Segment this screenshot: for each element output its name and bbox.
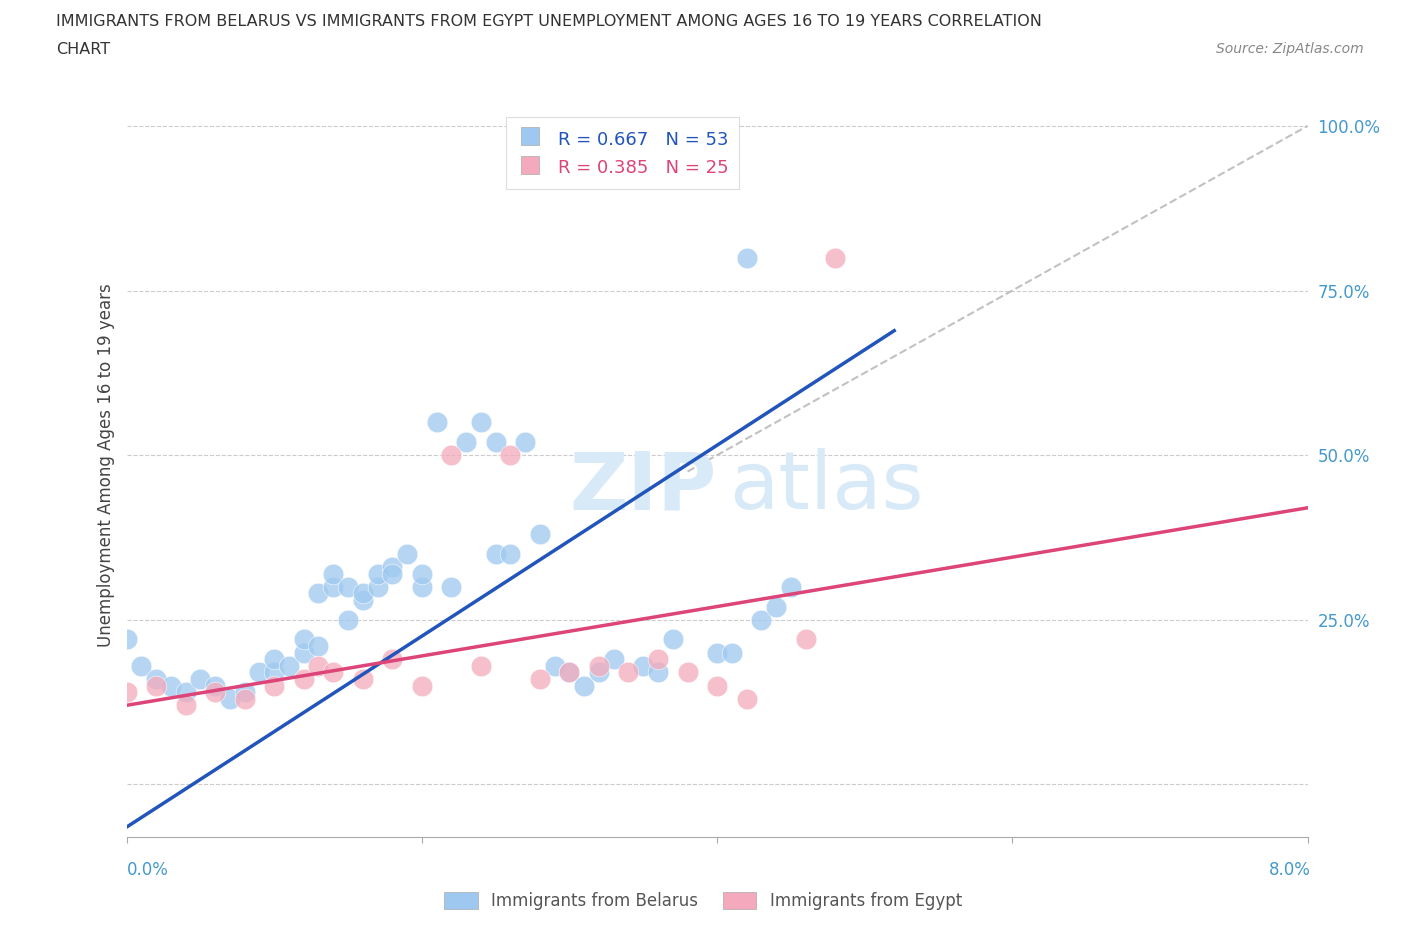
Point: [115, 632, 138, 647]
Point: [263, 652, 285, 667]
Point: [352, 671, 374, 686]
Point: [292, 671, 315, 686]
Point: [263, 665, 285, 680]
Point: [366, 566, 388, 581]
Point: [115, 684, 138, 699]
Text: 8.0%: 8.0%: [1268, 860, 1310, 879]
Point: [292, 632, 315, 647]
Point: [751, 612, 773, 627]
Point: [484, 547, 508, 562]
Point: [129, 658, 153, 673]
Point: [588, 665, 610, 680]
Text: 0.0%: 0.0%: [127, 860, 169, 879]
Point: [174, 684, 197, 699]
Point: [425, 415, 447, 430]
Point: [543, 658, 565, 673]
Point: [440, 579, 463, 594]
Point: [470, 415, 492, 430]
Point: [366, 579, 388, 594]
Text: CHART: CHART: [56, 42, 110, 57]
Point: [735, 691, 758, 706]
Point: [484, 434, 508, 449]
Point: [307, 586, 329, 601]
Point: [411, 566, 433, 581]
Point: [233, 684, 256, 699]
Point: [278, 658, 301, 673]
Point: [322, 566, 344, 581]
Point: [661, 632, 683, 647]
Point: [588, 658, 610, 673]
Point: [633, 658, 655, 673]
Point: [263, 678, 285, 693]
Point: [529, 671, 551, 686]
Point: [454, 434, 477, 449]
Point: [647, 665, 669, 680]
Point: [247, 665, 270, 680]
Point: [174, 698, 197, 712]
Point: [292, 645, 315, 660]
Point: [824, 250, 846, 265]
Point: [307, 658, 329, 673]
Point: [676, 665, 699, 680]
Point: [470, 658, 492, 673]
Point: [779, 579, 801, 594]
Text: IMMIGRANTS FROM BELARUS VS IMMIGRANTS FROM EGYPT UNEMPLOYMENT AMONG AGES 16 TO 1: IMMIGRANTS FROM BELARUS VS IMMIGRANTS FR…: [56, 14, 1042, 29]
Point: [720, 645, 742, 660]
Point: [440, 447, 463, 462]
Point: [411, 579, 433, 594]
Point: [145, 678, 167, 693]
Point: [515, 434, 537, 449]
Legend: Immigrants from Belarus, Immigrants from Egypt: Immigrants from Belarus, Immigrants from…: [437, 885, 969, 917]
Point: [617, 665, 640, 680]
Point: [322, 579, 344, 594]
Point: [765, 599, 787, 614]
Point: [160, 678, 183, 693]
Text: Source: ZipAtlas.com: Source: ZipAtlas.com: [1216, 42, 1364, 56]
Point: [188, 671, 211, 686]
Point: [219, 691, 242, 706]
Point: [603, 652, 626, 667]
Point: [558, 665, 581, 680]
Legend: R = 0.667   N = 53, R = 0.385   N = 25: R = 0.667 N = 53, R = 0.385 N = 25: [506, 117, 740, 189]
Point: [411, 678, 433, 693]
Point: [706, 645, 728, 660]
Point: [352, 592, 374, 607]
Text: atlas: atlas: [728, 448, 924, 526]
Point: [381, 566, 404, 581]
Point: [706, 678, 728, 693]
Y-axis label: Unemployment Among Ages 16 to 19 years: Unemployment Among Ages 16 to 19 years: [97, 283, 115, 647]
Point: [337, 612, 360, 627]
Point: [204, 684, 226, 699]
Text: ZIP: ZIP: [569, 448, 717, 526]
Point: [794, 632, 817, 647]
Point: [647, 652, 669, 667]
Point: [337, 579, 360, 594]
Point: [233, 691, 256, 706]
Point: [735, 250, 758, 265]
Point: [381, 560, 404, 575]
Point: [204, 678, 226, 693]
Point: [558, 665, 581, 680]
Point: [352, 586, 374, 601]
Point: [322, 665, 344, 680]
Point: [499, 447, 522, 462]
Point: [574, 678, 596, 693]
Point: [307, 639, 329, 654]
Point: [145, 671, 167, 686]
Point: [529, 526, 551, 541]
Point: [396, 547, 419, 562]
Point: [381, 652, 404, 667]
Point: [499, 547, 522, 562]
